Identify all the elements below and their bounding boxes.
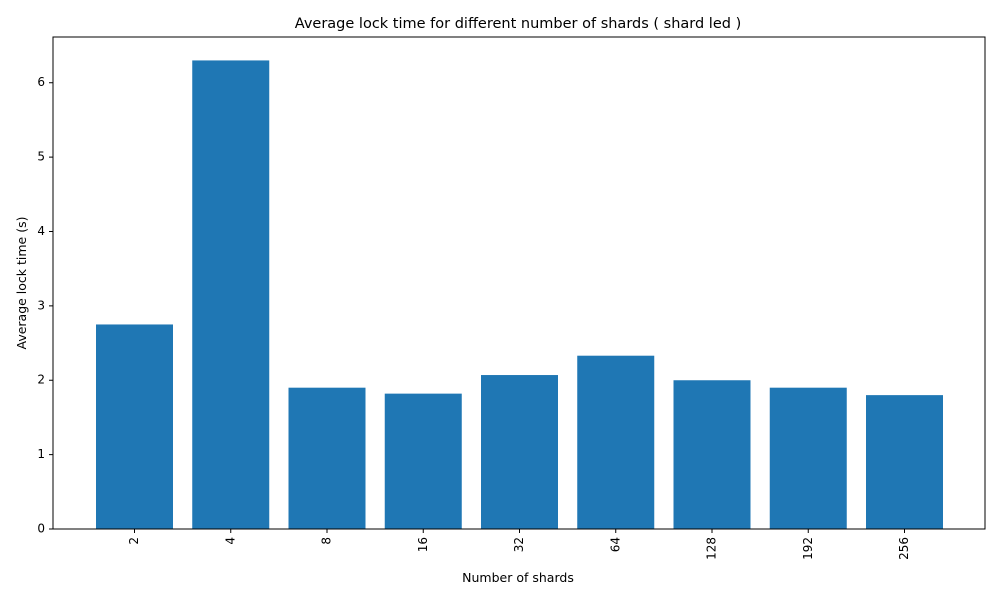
x-tick-label: 128: [705, 537, 719, 560]
bar-32: [481, 375, 558, 529]
x-axis-ticks: 2 4 8 16 32 64 128 192 256: [127, 529, 911, 560]
x-tick-label: 8: [320, 537, 334, 545]
x-axis-label: Number of shards: [462, 570, 574, 585]
y-tick-label: 1: [37, 447, 45, 461]
y-axis-label: Average lock time (s): [14, 217, 29, 350]
x-tick-label: 256: [897, 537, 911, 560]
bar-2: [96, 324, 173, 529]
bars-group: [96, 60, 943, 530]
plot-frame: [52, 36, 986, 530]
y-tick-label: 3: [37, 298, 45, 312]
y-tick-label: 2: [37, 373, 45, 387]
bar-8: [288, 387, 366, 529]
bar-256: [866, 395, 943, 529]
y-tick-label: 5: [37, 150, 45, 164]
y-tick-label: 4: [37, 224, 45, 238]
y-tick-label: 0: [37, 522, 45, 536]
chart-title: Average lock time for different number o…: [295, 16, 741, 32]
bar-16: [384, 393, 462, 529]
y-tick-label: 6: [37, 75, 45, 89]
bar-128: [673, 380, 751, 529]
bar-64: [577, 355, 655, 529]
bar-4: [192, 60, 270, 530]
x-tick-label: 2: [127, 537, 141, 545]
x-tick-label: 32: [512, 537, 526, 552]
x-tick-label: 16: [416, 537, 430, 552]
x-tick-label: 192: [801, 537, 815, 560]
x-tick-label: 64: [608, 537, 622, 552]
bar-192: [769, 387, 847, 529]
y-axis-ticks: 0 1 2 3 4 5 6: [37, 75, 53, 536]
x-tick-label: 4: [223, 537, 237, 545]
